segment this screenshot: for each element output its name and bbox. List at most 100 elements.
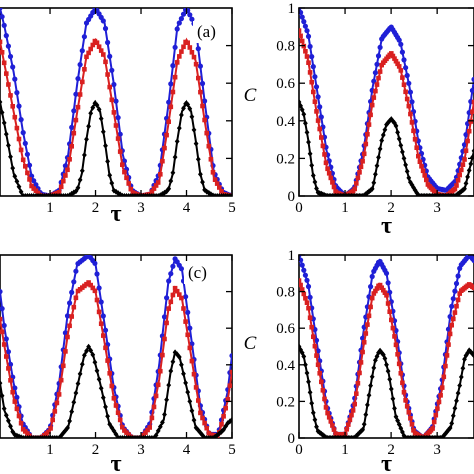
data-point (202, 117, 207, 123)
x-axis-label: τ (110, 201, 121, 227)
data-point (103, 59, 108, 65)
data-point (65, 334, 70, 340)
data-point (6, 417, 11, 424)
data-point (385, 368, 391, 375)
data-point (0, 99, 3, 105)
data-point (161, 314, 168, 320)
data-point (449, 322, 454, 328)
data-point (430, 426, 435, 431)
data-point (361, 340, 367, 345)
data-point (77, 370, 83, 377)
data-point (14, 125, 20, 131)
data-point (20, 130, 26, 136)
data-point (411, 428, 416, 433)
data-point (303, 296, 308, 301)
data-point (388, 386, 394, 392)
data-point (468, 160, 474, 167)
data-point (373, 88, 378, 94)
data-point (204, 130, 209, 136)
data-point (452, 186, 458, 192)
data-point (179, 295, 184, 301)
data-point (75, 104, 81, 110)
data-point (306, 60, 311, 65)
data-point (420, 168, 426, 174)
data-point (73, 188, 79, 195)
data-point (183, 319, 188, 324)
data-point (357, 429, 362, 436)
data-point (103, 142, 108, 149)
data-point (100, 313, 106, 319)
data-point (227, 383, 232, 388)
data-point (168, 178, 174, 184)
data-point (371, 291, 377, 296)
data-point (389, 51, 394, 56)
data-point (325, 410, 330, 416)
data-point (199, 80, 206, 87)
data-point (358, 428, 364, 435)
data-point (181, 44, 186, 50)
data-point (374, 162, 380, 169)
data-point (320, 143, 326, 149)
data-point (177, 54, 182, 59)
data-point (465, 173, 470, 180)
data-point (90, 285, 96, 291)
data-point (178, 16, 184, 22)
x-tick-label: 4 (183, 442, 191, 458)
data-point (82, 152, 87, 158)
data-point (317, 126, 322, 132)
data-point (69, 289, 75, 295)
data-point (366, 313, 372, 319)
data-point (385, 280, 391, 286)
data-point (352, 186, 357, 192)
data-point (309, 324, 314, 330)
data-point (457, 291, 462, 296)
data-point (452, 310, 458, 315)
data-point (73, 390, 79, 396)
data-point (0, 380, 3, 387)
data-point (469, 87, 474, 94)
data-point (113, 431, 119, 438)
data-point (1, 322, 7, 329)
data-point (382, 290, 388, 295)
data-point (88, 347, 94, 354)
data-point (373, 288, 378, 294)
data-point (153, 432, 159, 438)
data-point (0, 14, 5, 20)
data-point (210, 170, 216, 175)
data-point (371, 364, 377, 371)
data-point (179, 112, 184, 118)
x-tick-label: 0 (295, 442, 303, 458)
data-point (376, 75, 381, 81)
data-point (86, 280, 91, 285)
data-point (33, 182, 39, 188)
data-point (24, 151, 30, 157)
data-point (157, 423, 163, 430)
data-point (436, 399, 442, 405)
data-point (0, 109, 5, 116)
data-point (309, 400, 315, 407)
data-point (63, 173, 68, 178)
data-point (88, 46, 93, 52)
data-point (92, 288, 98, 294)
data-point (404, 404, 410, 409)
data-point (412, 137, 418, 142)
data-point (309, 79, 314, 85)
data-point (299, 262, 305, 268)
data-point (185, 101, 191, 108)
data-point (204, 188, 210, 195)
data-point (449, 420, 455, 427)
data-point (0, 392, 5, 399)
data-point (392, 334, 397, 339)
data-point (176, 354, 182, 360)
data-point (306, 139, 311, 146)
data-point (168, 368, 174, 374)
data-point (376, 154, 381, 161)
data-point (304, 54, 310, 59)
data-point (109, 97, 115, 103)
data-point (94, 271, 100, 277)
data-point (381, 287, 386, 293)
data-point (62, 163, 68, 169)
data-point (369, 102, 375, 108)
data-point (377, 69, 383, 74)
y-tick-label: 1 (288, 1, 296, 17)
